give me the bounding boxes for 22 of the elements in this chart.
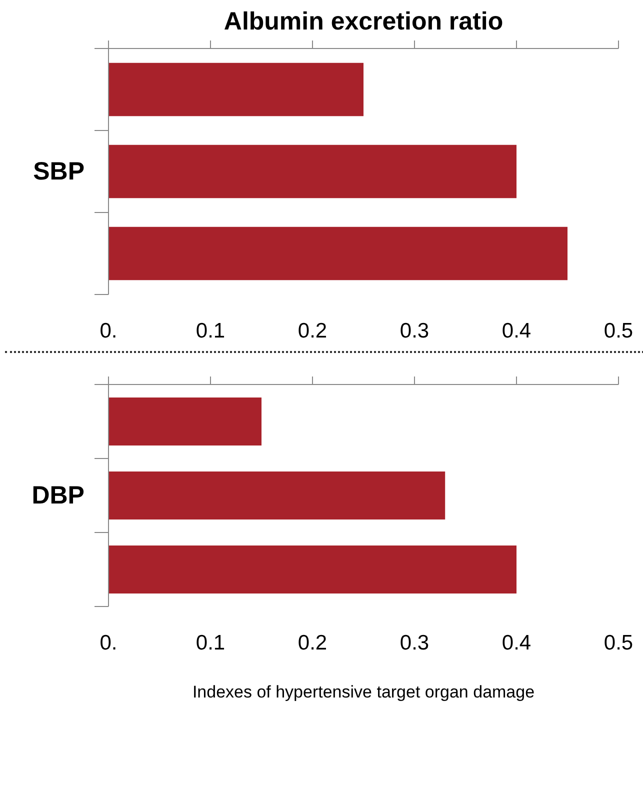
- x-tick-label: 0.2: [298, 632, 328, 654]
- x-tick-label: 0.: [100, 320, 118, 342]
- bar: [108, 62, 364, 116]
- x-tick-label: 0.: [100, 632, 118, 654]
- x-tick-label: 0.4: [502, 320, 532, 342]
- x-tick-label: 0.4: [502, 632, 532, 654]
- bar: [108, 545, 516, 594]
- x-tick-label: 0.3: [400, 320, 430, 342]
- y-axis-title: SBP: [33, 158, 84, 186]
- chart-title: Albumin excretion ratio: [224, 8, 504, 36]
- x-tick-label: 0.5: [604, 320, 634, 342]
- bar: [108, 471, 446, 520]
- x-tick-label: 0.2: [298, 320, 328, 342]
- y-axis-title: DBP: [32, 482, 85, 510]
- bar: [108, 144, 516, 198]
- x-tick-label: 0.1: [196, 320, 226, 342]
- x-tick-label: 0.5: [604, 632, 634, 654]
- x-axis-title: Indexes of hypertensive target organ damage: [192, 682, 535, 702]
- x-tick-label: 0.3: [400, 632, 430, 654]
- bar: [108, 397, 262, 446]
- bar: [108, 226, 568, 280]
- x-tick-label: 0.1: [196, 632, 226, 654]
